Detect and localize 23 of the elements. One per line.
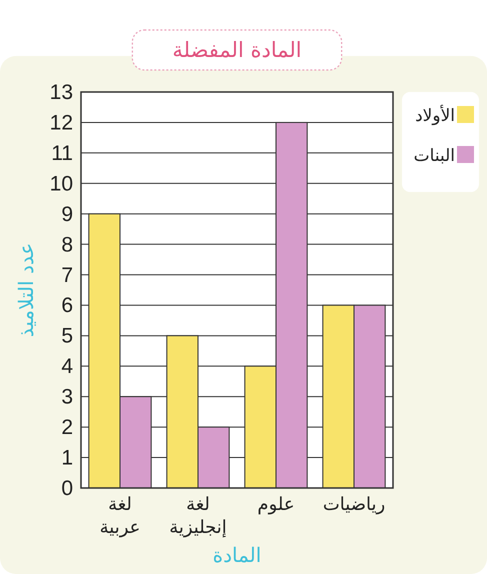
x-tick-label: علوم — [257, 494, 295, 515]
y-tick-label: 7 — [61, 264, 73, 287]
y-tick-label: 0 — [61, 477, 73, 500]
x-axis-title: المادة — [212, 543, 262, 567]
y-tick-label: 5 — [61, 324, 73, 348]
y-tick-label: 10 — [50, 172, 73, 196]
y-tick-label: 1 — [61, 446, 73, 470]
y-tick-label: 2 — [61, 416, 73, 440]
y-tick-label: 6 — [61, 294, 73, 318]
legend-label: الأولاد — [415, 104, 455, 126]
legend-label: البنات — [414, 146, 455, 166]
y-tick-label: 11 — [51, 142, 73, 165]
y-tick-label: 9 — [61, 202, 73, 226]
y-tick-label: 4 — [61, 355, 74, 378]
y-tick-label: 13 — [50, 81, 73, 104]
y-tick-label: 8 — [61, 233, 73, 256]
x-tick-label: لغة عربية — [100, 494, 140, 538]
y-tick-label: 3 — [61, 386, 73, 409]
y-tick-label: 12 — [50, 111, 73, 134]
x-tick-label: لغة إنجليزية — [169, 494, 227, 538]
x-tick-label: رياضيات — [322, 494, 386, 515]
chart-title: المادة المفضلة — [172, 38, 302, 62]
y-axis-title: عدد التلاميذ — [14, 242, 38, 338]
